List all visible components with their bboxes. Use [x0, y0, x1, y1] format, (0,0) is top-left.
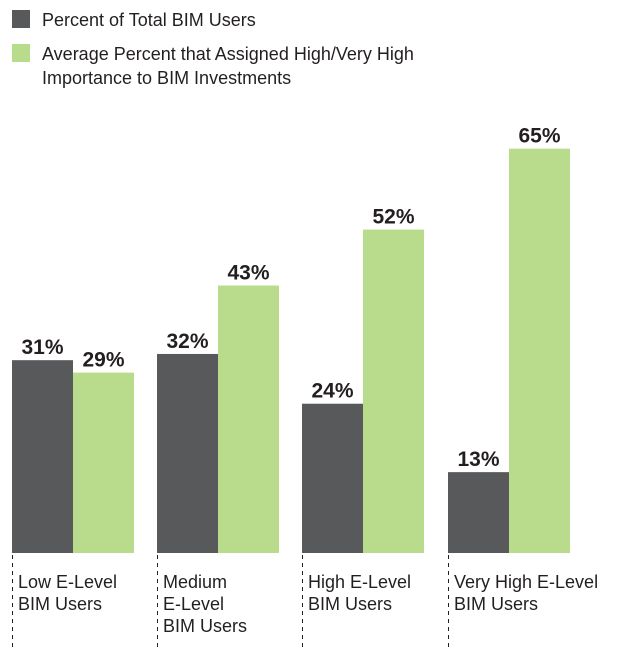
- category-label-1-line-1: E-Level: [163, 594, 224, 614]
- data-label-importance-3: 65%: [518, 125, 560, 148]
- category-label-3-line-0: Very High E-Level: [454, 572, 598, 592]
- data-label-total-0: 31%: [21, 336, 63, 359]
- legend-label-importance-line1: Average Percent that Assigned High/Very …: [42, 44, 414, 64]
- category-label-3-line-1: BIM Users: [454, 594, 538, 614]
- bar-importance-0: [73, 372, 134, 553]
- category-label-0-line-0: Low E-Level: [18, 572, 117, 592]
- legend-swatch-total: [12, 10, 30, 28]
- bar-total-2: [302, 403, 363, 553]
- bar-importance-2: [363, 229, 424, 553]
- legend-label-importance-line2: Importance to BIM Investments: [42, 68, 291, 88]
- category-label-2-line-1: BIM Users: [308, 594, 392, 614]
- category-label-0-line-1: BIM Users: [18, 594, 102, 614]
- category-label-1-line-0: Medium: [163, 572, 227, 592]
- data-label-total-2: 24%: [311, 380, 353, 403]
- data-label-importance-2: 52%: [372, 206, 414, 229]
- legend-label-total: Percent of Total BIM Users: [42, 10, 256, 30]
- data-label-total-1: 32%: [166, 330, 208, 353]
- bar-importance-1: [218, 285, 279, 553]
- legend-swatch-importance: [12, 44, 30, 62]
- category-label-1-line-2: BIM Users: [163, 616, 247, 636]
- bar-total-3: [448, 472, 509, 553]
- category-label-2-line-0: High E-Level: [308, 572, 411, 592]
- bar-importance-3: [509, 148, 570, 553]
- legend: Percent of Total BIM Users Average Perce…: [12, 10, 414, 88]
- bar-total-0: [12, 360, 73, 553]
- data-label-importance-0: 29%: [82, 349, 124, 372]
- data-label-total-3: 13%: [457, 448, 499, 471]
- data-label-importance-1: 43%: [227, 262, 269, 285]
- bar-total-1: [157, 353, 218, 553]
